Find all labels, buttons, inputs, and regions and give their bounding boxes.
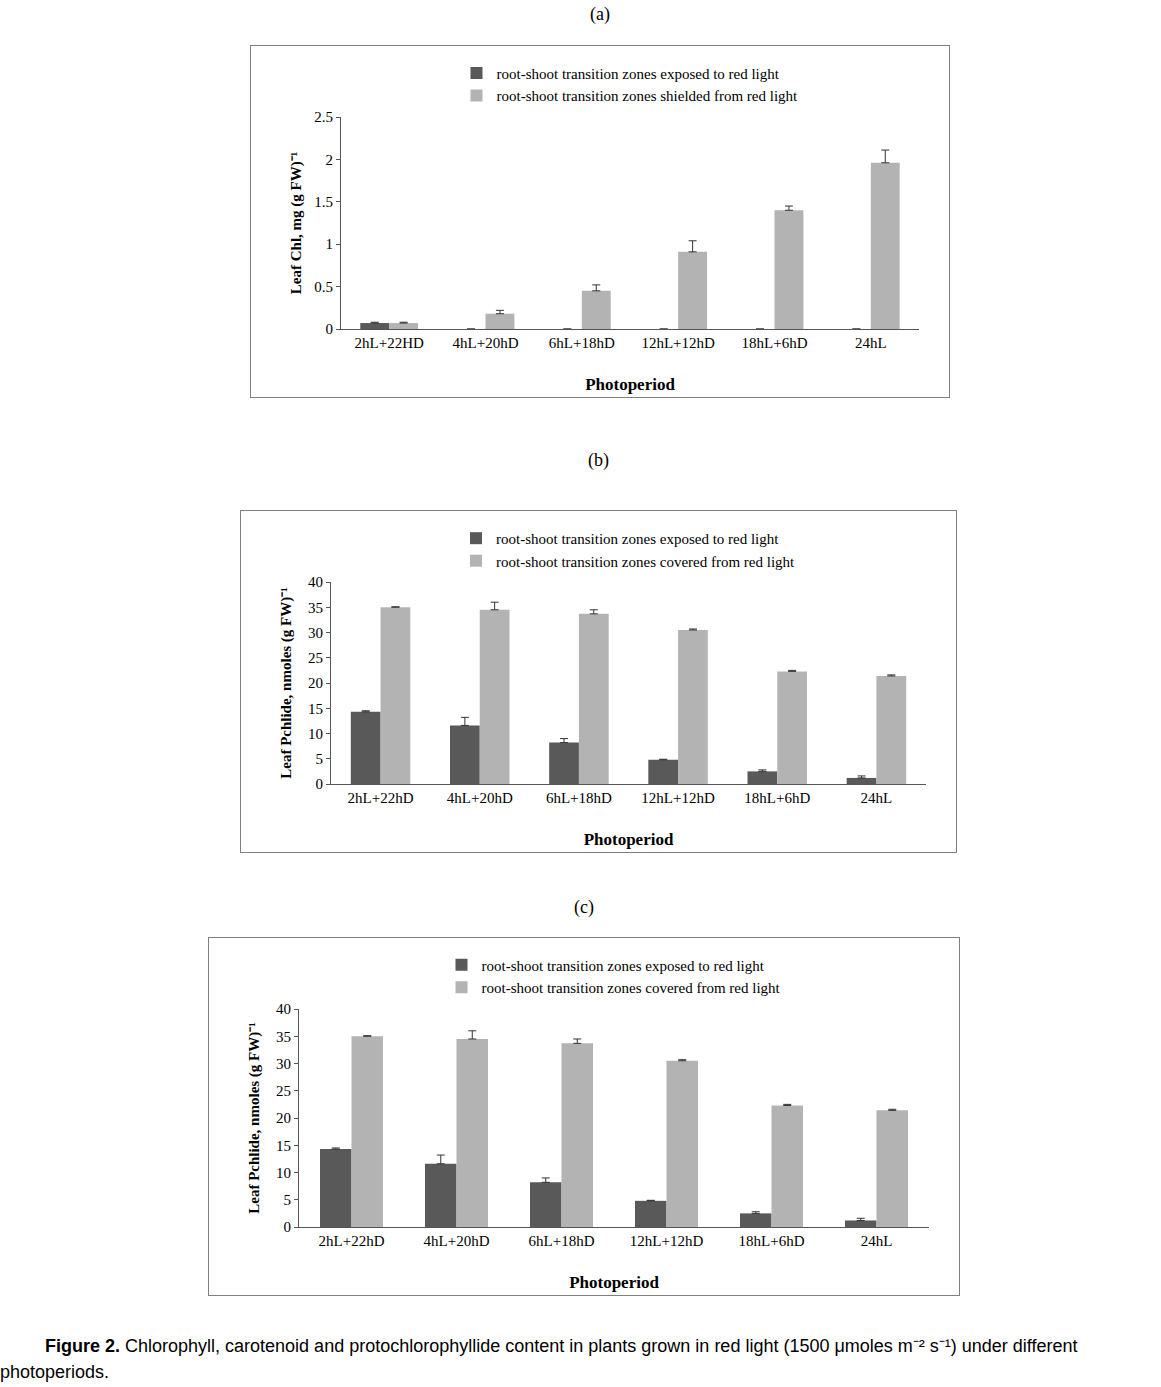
svg-text:Photoperiod: Photoperiod [584,830,674,849]
svg-text:12hL+12hD: 12hL+12hD [630,1233,704,1249]
svg-text:1: 1 [326,236,334,252]
svg-text:10: 10 [308,726,323,742]
svg-text:2: 2 [326,152,334,168]
svg-text:24hL: 24hL [861,1233,893,1249]
svg-text:2.5: 2.5 [314,109,333,125]
svg-text:4hL+20hD: 4hL+20hD [447,790,513,806]
svg-text:Leaf Chl, mg (g FW)⁻¹: Leaf Chl, mg (g FW)⁻¹ [288,152,305,294]
svg-text:5: 5 [316,751,324,767]
svg-text:5: 5 [284,1192,292,1208]
html-text:Figure 2. Chlorophyll, caroten: Figure 2. Chlorophyll, carotenoid and pr… [0,1336,1078,1382]
svg-text:15: 15 [308,701,323,717]
svg-text:6hL+18hD: 6hL+18hD [529,1233,595,1249]
svg-text:6hL+18hD: 6hL+18hD [546,790,612,806]
svg-text:2hL+22hD: 2hL+22hD [348,790,414,806]
svg-text:35: 35 [276,1029,291,1045]
svg-text:25: 25 [308,650,323,666]
svg-text:root-shoot transition zones ex: root-shoot transition zones exposed to r… [497,66,780,82]
svg-text:35: 35 [308,600,323,616]
svg-text:0: 0 [284,1219,292,1235]
svg-text:0: 0 [326,321,334,337]
svg-text:18hL+6hD: 18hL+6hD [739,1233,805,1249]
svg-text:4hL+20hD: 4hL+20hD [453,335,519,351]
svg-text:6hL+18hD: 6hL+18hD [549,335,615,351]
svg-text:30: 30 [276,1056,291,1072]
svg-text:12hL+12hD: 12hL+12hD [641,790,715,806]
html-text:(a): (a) [590,4,610,24]
svg-text:40: 40 [308,574,323,590]
svg-text:24hL: 24hL [855,335,887,351]
svg-text:30: 30 [308,625,323,641]
svg-text:20: 20 [308,675,323,691]
svg-text:Leaf Pchlide, nmoles (g FW)⁻¹: Leaf Pchlide, nmoles (g FW)⁻¹ [278,587,295,779]
svg-text:root-shoot transition zones ex: root-shoot transition zones exposed to r… [496,531,779,547]
svg-text:15: 15 [276,1138,291,1154]
svg-text:25: 25 [276,1083,291,1099]
svg-text:root-shoot transition zones sh: root-shoot transition zones shielded fro… [497,88,799,104]
svg-text:0.5: 0.5 [314,279,333,295]
svg-text:18hL+6hD: 18hL+6hD [744,790,810,806]
svg-text:Photoperiod: Photoperiod [585,375,675,394]
html-text:(c): (c) [574,897,594,917]
svg-text:Leaf Pchlide, nmoles (g FW)⁻¹: Leaf Pchlide, nmoles (g FW)⁻¹ [246,1022,263,1214]
svg-text:root-shoot transition zones co: root-shoot transition zones covered from… [482,980,781,996]
svg-text:12hL+12hD: 12hL+12hD [641,335,715,351]
svg-text:20: 20 [276,1110,291,1126]
svg-text:root-shoot transition zones co: root-shoot transition zones covered from… [496,554,795,570]
svg-text:18hL+6hD: 18hL+6hD [742,335,808,351]
svg-text:0: 0 [316,776,324,792]
html-text:(b): (b) [588,450,609,470]
svg-text:2hL+22HD: 2hL+22HD [355,335,424,351]
svg-text:4hL+20hD: 4hL+20hD [424,1233,490,1249]
svg-text:40: 40 [276,1001,291,1017]
svg-text:Photoperiod: Photoperiod [569,1273,659,1292]
svg-text:1.5: 1.5 [314,194,333,210]
svg-text:2hL+22hD: 2hL+22hD [319,1233,385,1249]
svg-text:24hL: 24hL [861,790,893,806]
svg-text:10: 10 [276,1165,291,1181]
svg-text:root-shoot transition zones ex: root-shoot transition zones exposed to r… [482,958,765,974]
